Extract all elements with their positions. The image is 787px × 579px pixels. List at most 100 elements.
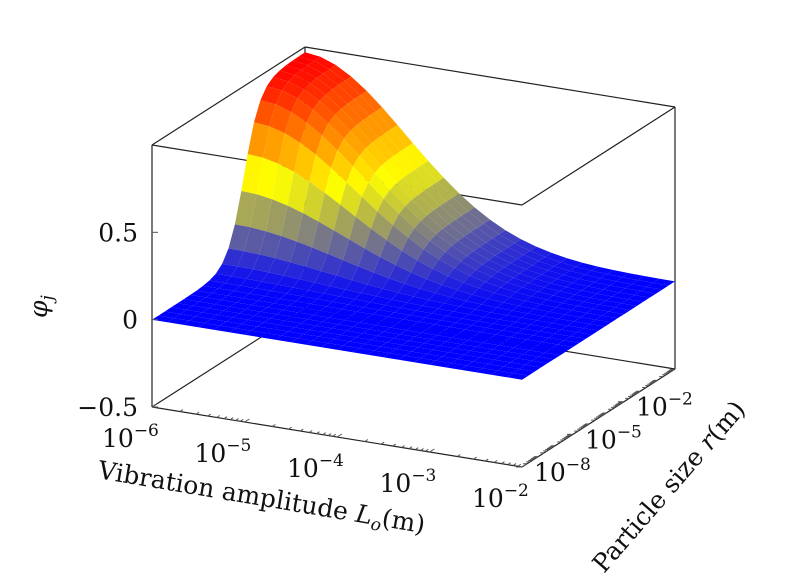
surface-cell xyxy=(368,172,391,199)
surface-cell xyxy=(497,302,519,311)
frame-edge xyxy=(521,368,676,468)
surface-cell xyxy=(418,317,441,325)
surface-cell xyxy=(385,299,408,308)
surface-cell xyxy=(300,319,323,326)
surface-cell xyxy=(261,307,283,315)
surface-cell xyxy=(369,111,392,134)
surface-cell xyxy=(409,169,431,191)
surface-cell xyxy=(363,302,386,310)
surface-cell xyxy=(599,300,622,308)
surface-cell xyxy=(280,293,302,302)
x-minor-tick xyxy=(364,439,369,442)
x-minor-tick xyxy=(380,441,385,445)
surface-cell xyxy=(297,334,319,341)
surface-cell xyxy=(329,65,352,81)
surface-cell xyxy=(494,355,517,363)
surface-cell xyxy=(399,330,422,337)
surface-cell xyxy=(577,301,600,309)
x-minor-tick xyxy=(195,411,200,415)
surface-cell xyxy=(534,304,556,312)
surface-cell xyxy=(594,278,616,286)
surface-cell xyxy=(552,318,574,326)
surface-cell xyxy=(507,277,529,288)
surface-cell xyxy=(507,347,530,355)
surface-cell xyxy=(329,313,351,321)
surface-cell xyxy=(262,272,284,285)
surface-cell xyxy=(357,307,379,315)
surface-mesh xyxy=(152,52,675,380)
surface-cell xyxy=(491,370,513,378)
x-minor-tick xyxy=(424,448,429,452)
x-tick-mark xyxy=(521,463,528,468)
surface-cell xyxy=(583,324,605,331)
surface-cell xyxy=(254,311,277,319)
surface-cell xyxy=(282,81,304,99)
surface-cell xyxy=(378,133,401,156)
surface-cell xyxy=(399,205,421,228)
surface-cell xyxy=(348,299,370,308)
surface-cell xyxy=(223,306,246,314)
surface-cell xyxy=(379,305,401,313)
surface-cell xyxy=(504,263,527,274)
surface-cell xyxy=(381,160,403,184)
surface-cell xyxy=(564,336,586,343)
surface-cell xyxy=(553,291,576,299)
surface-cell xyxy=(333,204,356,240)
surface-cell xyxy=(533,331,555,338)
surface-cell xyxy=(519,269,542,279)
surface-cell xyxy=(338,320,360,327)
surface-cell xyxy=(556,303,578,311)
surface-cell xyxy=(550,279,573,287)
surface-cell xyxy=(542,337,564,345)
surface-cell xyxy=(313,310,336,318)
surface-cell xyxy=(332,296,355,305)
x-minor-tick xyxy=(408,446,413,450)
surface-cell xyxy=(440,316,463,323)
surface-cell xyxy=(382,278,405,293)
surface-cell xyxy=(432,259,455,277)
surface-cell xyxy=(451,240,474,256)
surface-cell xyxy=(612,292,635,300)
surface-cell xyxy=(543,311,565,319)
surface-cell xyxy=(345,280,368,293)
surface-cell xyxy=(495,251,518,264)
surface-cell xyxy=(304,83,326,101)
surface-cell xyxy=(439,341,462,349)
surface-cell xyxy=(531,291,554,300)
surface-cell xyxy=(570,332,593,339)
x-tick-label: 10−2 xyxy=(472,481,529,513)
surface-cell xyxy=(618,288,641,296)
surface-cell xyxy=(317,293,340,302)
surface-cell xyxy=(323,286,346,297)
surface-cell xyxy=(519,364,542,372)
surface-cell xyxy=(510,358,533,365)
surface-cell xyxy=(468,309,491,317)
surface-cell xyxy=(272,163,294,206)
surface-cell xyxy=(449,322,472,330)
surface-cell xyxy=(362,329,385,336)
frame-edge xyxy=(521,106,676,206)
surface-cell xyxy=(406,326,428,333)
surface-cell xyxy=(587,282,610,290)
surface-cell xyxy=(255,281,278,291)
x-minor-tick xyxy=(207,413,211,417)
surface-cell xyxy=(269,104,292,134)
surface-cell xyxy=(350,125,372,149)
surface-cell xyxy=(358,248,380,273)
surface-cell xyxy=(529,246,552,257)
surface-cell xyxy=(457,354,480,362)
surface-cell xyxy=(180,309,202,317)
surface-cell xyxy=(247,122,270,158)
surface-cell xyxy=(220,321,242,329)
surface-cell xyxy=(538,257,561,267)
surface-cell xyxy=(213,325,236,333)
x-minor-tick xyxy=(512,463,517,466)
surface-cell xyxy=(249,288,271,297)
surface-cell xyxy=(447,311,469,319)
surface-cell xyxy=(377,198,400,226)
surface-cell xyxy=(212,288,234,296)
surface-cell xyxy=(563,270,586,279)
surface-cell xyxy=(527,308,550,317)
surface-cell xyxy=(398,283,420,297)
surface-cell xyxy=(442,224,465,241)
